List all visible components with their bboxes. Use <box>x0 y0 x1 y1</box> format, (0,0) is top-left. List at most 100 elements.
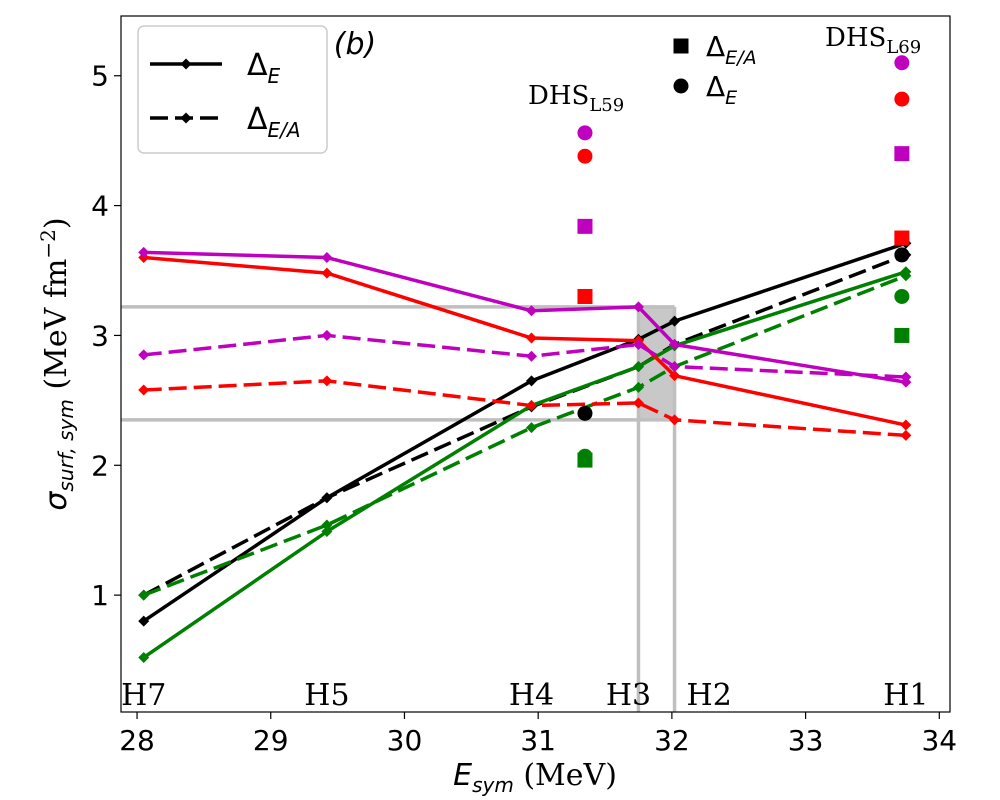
y-axis-label-unit: (MeV fm <box>39 259 74 399</box>
x-axis-label-main: E <box>453 758 472 793</box>
y-tick-label-3: 4 <box>91 190 109 223</box>
legend-lines: ΔE ΔE/A <box>137 25 328 154</box>
point-label-H4: H4 <box>509 678 554 713</box>
point-label-H3: H3 <box>606 678 651 713</box>
dhs-1-marker-1 <box>894 91 910 107</box>
dhs-0-marker-1 <box>577 148 593 164</box>
y-tick-label-2: 3 <box>91 319 109 352</box>
series-line-4 <box>143 255 907 427</box>
dhs-0-marker-3 <box>577 288 593 304</box>
series-7-point-3 <box>632 339 644 351</box>
series-6-point-2 <box>525 305 537 317</box>
series-7-point-2 <box>525 350 537 362</box>
panel-label: (b) <box>334 27 376 62</box>
series-0-point-0 <box>138 615 150 627</box>
series-3-point-1 <box>321 519 333 531</box>
dhs-1-marker-2 <box>894 146 910 162</box>
legend-line-label-0: ΔE <box>247 48 281 88</box>
series-6 <box>138 246 912 388</box>
legend-line-marker-1 <box>180 112 192 124</box>
series-7-point-5 <box>900 371 912 383</box>
series-4-point-2 <box>525 332 537 344</box>
x-axis-label-unit: (MeV) <box>514 758 617 793</box>
series-6-point-4 <box>669 339 681 351</box>
series-2-point-0 <box>138 651 150 663</box>
dhs-1-marker-0 <box>894 55 910 71</box>
dhs-1-marker-3 <box>894 230 910 246</box>
dhs-0-marker-6 <box>577 452 593 468</box>
series-line-6 <box>143 250 907 384</box>
legend-marker-label-0: ΔE/A <box>706 30 757 69</box>
point-label-H7: H7 <box>121 678 166 713</box>
series-4-point-4 <box>669 370 681 382</box>
x-axis-label: Esym (MeV) <box>453 758 617 797</box>
x-tick-label-1: 29 <box>253 724 289 757</box>
x-tick-label-5: 33 <box>788 724 824 757</box>
dhs-1-marker-6 <box>894 327 910 343</box>
y-axis-label-exp: −2 <box>36 229 60 258</box>
series-1-point-1 <box>321 492 333 504</box>
series-5-point-4 <box>669 414 681 426</box>
series-7 <box>138 329 912 383</box>
series-0-point-4 <box>669 315 681 327</box>
series-6-point-1 <box>321 252 333 264</box>
x-tick-label-4: 32 <box>654 724 690 757</box>
dhs-0-marker-4 <box>577 405 593 421</box>
legend-line-entry-0: ΔE <box>150 48 281 88</box>
x-tick-label-2: 30 <box>387 724 423 757</box>
series-4-point-1 <box>321 267 333 279</box>
series-2-point-1 <box>321 526 333 538</box>
series-line-2 <box>142 270 907 659</box>
legend-marker-symbol-0 <box>673 38 689 54</box>
y-axis-label-close: ) <box>39 217 74 229</box>
series-line-7 <box>143 333 906 379</box>
series-3-point-3 <box>632 381 644 393</box>
series-6-point-3 <box>632 301 644 313</box>
legend-line-label-1: ΔE/A <box>247 102 301 142</box>
dhs-0-marker-0 <box>577 125 593 141</box>
y-tick-label-1: 2 <box>91 449 109 482</box>
y-tick-label-0: 1 <box>91 579 109 612</box>
dhs-label-0: DHSL59 <box>528 81 624 116</box>
plot-frame <box>120 15 951 713</box>
y-axis-label: σsurf, sym (MeV fm−2) <box>36 217 78 510</box>
series-5-point-1 <box>321 375 333 387</box>
x-axis-label-sub: sym <box>472 773 514 797</box>
series-group <box>138 237 912 663</box>
x-tick-label-0: 28 <box>119 724 155 757</box>
y-axis-label-main: σ <box>39 491 74 511</box>
dhs-labels: DHSL59 DHSL69 <box>528 23 921 116</box>
x-tick-label-6: 34 <box>921 724 957 757</box>
series-7-point-0 <box>138 349 150 361</box>
point-label-H2: H2 <box>687 678 732 713</box>
point-label-H5: H5 <box>304 678 349 713</box>
series-line-0 <box>142 241 907 623</box>
series-line-5 <box>143 379 906 438</box>
x-tick-label-3: 31 <box>520 724 556 757</box>
legend-line-marker-0 <box>180 58 192 70</box>
series-5-point-3 <box>632 397 644 409</box>
dhs-1-marker-4 <box>894 247 910 263</box>
series-5-point-2 <box>525 400 537 412</box>
legend-marker-symbol-1 <box>673 78 689 94</box>
dhs-markers <box>577 55 910 468</box>
series-5 <box>138 375 912 441</box>
legend-markers: ΔE/AΔE <box>673 30 757 109</box>
y-axis-label-sub: surf, sym <box>54 399 78 491</box>
series-6-point-0 <box>138 246 150 258</box>
point-label-H1: H1 <box>883 678 928 713</box>
series-3-point-0 <box>138 589 150 601</box>
dhs-0-marker-2 <box>577 218 593 234</box>
legend-marker-entry-1: ΔE <box>673 70 737 109</box>
series-7-point-1 <box>321 329 333 341</box>
dhs-1-marker-5 <box>894 288 910 304</box>
dhs-label-1: DHSL69 <box>825 23 921 58</box>
series-5-point-0 <box>138 384 150 396</box>
legend-marker-label-1: ΔE <box>706 70 737 109</box>
series-4-point-5 <box>900 419 912 431</box>
point-labels: H7 H5 H4 H3 H2 H1 <box>121 678 928 713</box>
legend-line-entry-1: ΔE/A <box>150 102 301 142</box>
x-axis-ticks: 28 29 30 31 32 33 34 <box>119 712 957 757</box>
series-3-point-5 <box>900 270 912 282</box>
